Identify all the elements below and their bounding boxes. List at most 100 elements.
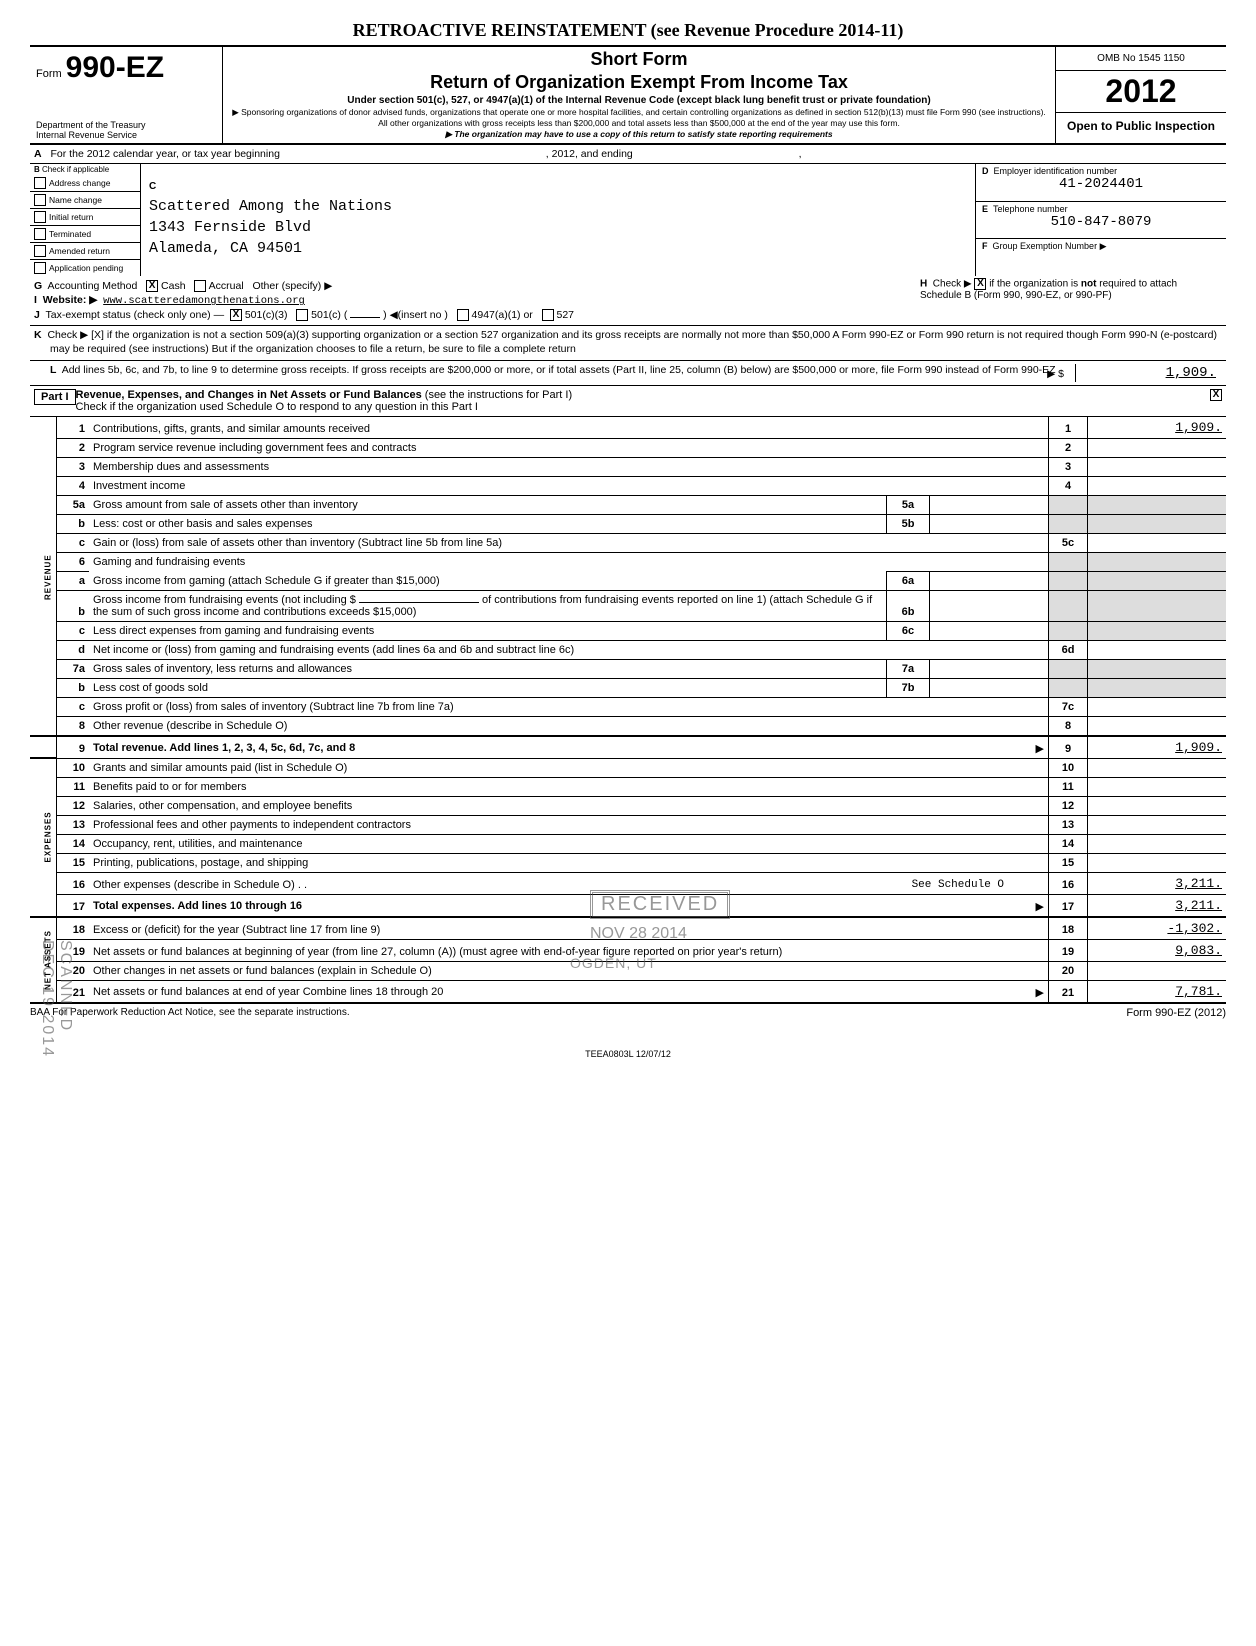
line-box: 6d xyxy=(1049,640,1088,659)
line-box: 5c xyxy=(1049,533,1088,552)
line-amt: 1,909. xyxy=(1088,736,1227,759)
insert-no-label: ) ◀(insert no ) xyxy=(383,309,448,321)
checkbox-part1-schedo[interactable] xyxy=(1210,389,1222,401)
line-num: 19 xyxy=(57,939,90,961)
banner-title: RETROACTIVE REINSTATEMENT (see Revenue P… xyxy=(30,20,1226,41)
other-label: Other (specify) ▶ xyxy=(252,280,332,292)
checkbox-cash[interactable] xyxy=(146,280,158,292)
checkbox-501c[interactable] xyxy=(296,309,308,321)
line-desc: Net assets or fund balances at end of ye… xyxy=(93,986,443,998)
ein-value: 41-2024401 xyxy=(982,176,1220,192)
chk-label: Application pending xyxy=(49,263,123,273)
org-addr: 1343 Fernside Blvd xyxy=(149,217,967,238)
line-num: 14 xyxy=(57,834,90,853)
row-l: L Add lines 5b, 6c, and 7b, to line 9 to… xyxy=(30,361,1226,386)
checkbox-terminated[interactable] xyxy=(34,228,46,240)
checkbox-app-pending[interactable] xyxy=(34,262,46,274)
h-not: not xyxy=(1081,279,1097,290)
checkbox-527[interactable] xyxy=(542,309,554,321)
open-public: Open to Public Inspection xyxy=(1056,113,1226,139)
lines-table: REVENUE 1 Contributions, gifts, grants, … xyxy=(30,417,1226,1004)
part1-title: Revenue, Expenses, and Changes in Net As… xyxy=(76,389,422,401)
entity-grid: B Check if applicable Address change Nam… xyxy=(30,164,1226,276)
col-b: B Check if applicable Address change Nam… xyxy=(30,164,141,276)
line-box: 18 xyxy=(1049,917,1088,940)
checkbox-501c3[interactable] xyxy=(230,309,242,321)
website-label: Website: ▶ xyxy=(43,294,98,306)
line-desc: Gross income from fundraising events (no… xyxy=(89,590,887,621)
line-amt-shade xyxy=(1088,590,1227,621)
line-box: 9 xyxy=(1049,736,1088,759)
footer-right: Form 990-EZ (2012) xyxy=(1126,1007,1226,1019)
line-amt-shade xyxy=(1088,678,1227,697)
line-box: 7c xyxy=(1049,697,1088,716)
mid-amt xyxy=(930,495,1049,514)
line-amt xyxy=(1088,697,1227,716)
line-amt xyxy=(1088,438,1227,457)
line-num: b xyxy=(57,514,90,533)
line-num: c xyxy=(57,533,90,552)
row-l-text: Add lines 5b, 6c, and 7b, to line 9 to d… xyxy=(62,364,1056,376)
line-amt xyxy=(1088,834,1227,853)
line-desc: Program service revenue including govern… xyxy=(89,438,1049,457)
line-num: 4 xyxy=(57,476,90,495)
checkbox-initial-return[interactable] xyxy=(34,211,46,223)
line-box-shade xyxy=(1049,552,1088,571)
line-amt xyxy=(1088,796,1227,815)
checkbox-amended[interactable] xyxy=(34,245,46,257)
website-link[interactable]: www.scatteredamongthenations.org xyxy=(103,295,305,307)
col-def: D Employer identification number 41-2024… xyxy=(976,164,1226,276)
line-amt-shade xyxy=(1088,659,1227,678)
side-netassets: NET ASSETS xyxy=(30,917,57,1003)
mid-amt xyxy=(930,571,1049,590)
checkbox-accrual[interactable] xyxy=(194,280,206,292)
line-num: 20 xyxy=(57,961,90,980)
accounting-method-label: Accounting Method xyxy=(47,280,137,292)
label-a: A xyxy=(34,148,42,160)
row-a-end: , xyxy=(799,148,802,160)
line-box: 3 xyxy=(1049,457,1088,476)
checkbox-address-change[interactable] xyxy=(34,177,46,189)
line-box-shade xyxy=(1049,590,1088,621)
chk-label: Name change xyxy=(49,195,102,205)
line-amt-shade xyxy=(1088,495,1227,514)
arrow-icon: ▶ xyxy=(1036,742,1044,755)
line-box: 20 xyxy=(1049,961,1088,980)
line-desc: Gross amount from sale of assets other t… xyxy=(89,495,887,514)
line-num: 5a xyxy=(57,495,90,514)
line-amt xyxy=(1088,476,1227,495)
line-box-shade xyxy=(1049,571,1088,590)
form-header: Form 990-EZ Department of the Treasury I… xyxy=(30,45,1226,145)
501c3-label: 501(c)(3) xyxy=(245,309,288,321)
form-number: 990-EZ xyxy=(66,51,164,85)
line-desc: Grants and similar amounts paid (list in… xyxy=(89,758,1049,777)
col-c: C Scattered Among the Nations 1343 Ferns… xyxy=(141,164,976,276)
line-amt xyxy=(1088,640,1227,659)
row-k: K Check ▶ [X] if the organization is not… xyxy=(30,326,1226,360)
line-num: 8 xyxy=(57,716,90,736)
527-label: 527 xyxy=(557,309,575,321)
line-box-shade xyxy=(1049,678,1088,697)
line-num: 9 xyxy=(57,736,90,759)
line-num: c xyxy=(57,621,90,640)
line-amt-shade xyxy=(1088,552,1227,571)
mid-amt xyxy=(930,514,1049,533)
mid-box: 7b xyxy=(887,678,930,697)
group-exemption-label: Group Exemption Number xyxy=(993,241,1098,251)
line-desc: Total revenue. Add lines 1, 2, 3, 4, 5c,… xyxy=(93,742,355,754)
line-amt xyxy=(1088,853,1227,872)
checkbox-name-change[interactable] xyxy=(34,194,46,206)
row-a-text: For the 2012 calendar year, or tax year … xyxy=(51,148,280,160)
line-amt: 7,781. xyxy=(1088,980,1227,1003)
line-desc: Benefits paid to or for members xyxy=(89,777,1049,796)
side-expenses: EXPENSES xyxy=(30,758,57,917)
line-box: 2 xyxy=(1049,438,1088,457)
501c-label: 501(c) ( xyxy=(311,309,347,321)
checkbox-h[interactable] xyxy=(974,278,986,290)
line-desc: Gaming and fundraising events xyxy=(89,552,1049,571)
line-amt: -1,302. xyxy=(1088,917,1227,940)
line-desc: Less direct expenses from gaming and fun… xyxy=(89,621,887,640)
label-b: B xyxy=(34,165,40,174)
checkbox-4947[interactable] xyxy=(457,309,469,321)
line-num: d xyxy=(57,640,90,659)
